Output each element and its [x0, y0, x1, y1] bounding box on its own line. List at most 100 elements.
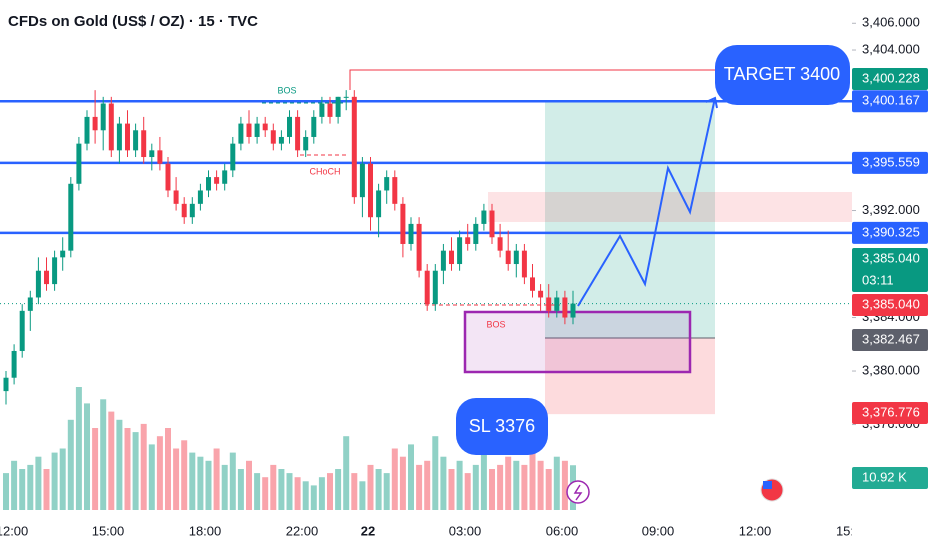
candle-body [521, 250, 527, 278]
volume-bar [140, 423, 147, 510]
lightning-bolt [573, 484, 583, 501]
candle-body [52, 257, 58, 285]
x-tick-label: 03:00 [449, 523, 482, 538]
sl-bubble [456, 398, 548, 455]
volume-bar [19, 469, 26, 510]
bos-top-line [349, 69, 715, 90]
price-tag [852, 329, 928, 351]
x-tick-label: 22 [361, 523, 375, 538]
volume-bar [521, 464, 528, 510]
candle-body [262, 123, 268, 131]
candle-body [295, 116, 301, 151]
candle-body [546, 297, 552, 311]
x-tick-label: 09:00 [642, 523, 675, 538]
volume-bar [165, 428, 171, 510]
volume-bar [310, 485, 317, 510]
volume-bar [424, 460, 431, 510]
candle-body [343, 96, 349, 98]
x-tick-label: 06:00 [546, 523, 579, 538]
volume-bar [286, 473, 293, 510]
choch-label: CHoCH [309, 166, 340, 176]
candle-body [254, 123, 260, 137]
volume-bar [75, 387, 82, 510]
candle-body [432, 270, 438, 305]
candle-body [497, 237, 503, 251]
volume-bar [278, 469, 285, 510]
candle-body [554, 297, 560, 311]
candle-body [351, 96, 357, 198]
volume-bar [229, 452, 236, 510]
projection-arrow [705, 96, 718, 109]
candle-body [424, 270, 430, 305]
volume-bar [432, 436, 439, 510]
target-text: TARGET 3400 [724, 64, 840, 84]
volume-bar [246, 460, 252, 510]
countdown: 03:11 [862, 272, 894, 287]
candle-body [270, 130, 276, 144]
candle-body [44, 270, 49, 285]
candle-body [133, 130, 139, 151]
volume-bar [489, 469, 495, 510]
volume-bar [399, 456, 406, 510]
price-tag [852, 68, 928, 90]
candle-body [384, 177, 390, 191]
volume-bar [270, 464, 277, 510]
candle-body [206, 177, 211, 191]
candle-body [76, 143, 82, 184]
candle-body [35, 270, 41, 298]
price-tag-label: 3,400.167 [862, 93, 920, 108]
chart-title: CFDs on Gold (US$ / OZ) · 15 · TVC [8, 13, 258, 30]
volume-bar [375, 469, 382, 510]
volume-bar [205, 460, 212, 510]
x-tick-label: 15:00 [92, 523, 125, 538]
volume-bar [59, 448, 66, 510]
volume-bar [335, 469, 342, 510]
candle-body [392, 177, 398, 204]
price-tag-label: 3,382.467 [862, 331, 920, 346]
candle-body [3, 377, 9, 392]
volume-bar [537, 460, 544, 510]
candle-body [173, 190, 179, 204]
volume-bar [318, 477, 325, 510]
volume-bar [197, 456, 204, 510]
volume-bar [84, 403, 90, 510]
stop-zone [545, 338, 715, 415]
y-tick-label: 3,380.000 [862, 362, 920, 377]
price-tag-label: 3,390.325 [862, 224, 920, 239]
volume-bar [181, 440, 188, 510]
candle-body [408, 223, 414, 244]
volume-bar [480, 448, 487, 510]
volume-bar [156, 436, 163, 510]
price-tag [852, 248, 928, 292]
volume-bar [529, 452, 536, 510]
volume-bar [545, 469, 552, 510]
candle-body [278, 136, 284, 144]
candle-body [157, 150, 163, 164]
price-tag-label: 10.92 K [862, 469, 907, 484]
x-tick-label: 22:00 [286, 523, 319, 538]
candle-body [562, 297, 568, 318]
candle-body [473, 223, 479, 244]
volume-bar [343, 436, 350, 510]
candle-body [368, 163, 373, 218]
candle-body [538, 290, 544, 298]
price-tag [852, 151, 928, 174]
candle-body [222, 170, 228, 184]
bos-label: BOS [277, 85, 296, 95]
candle-body [246, 123, 252, 137]
volume-bar [262, 477, 269, 510]
volume-bar [472, 464, 479, 510]
candle-body [440, 250, 446, 271]
volume-bar [51, 452, 58, 510]
volume-bar [327, 473, 333, 510]
volume-bar [221, 464, 228, 510]
volume-bar [27, 464, 34, 510]
candle-body [570, 303, 576, 318]
candle-body [303, 136, 309, 151]
y-tick-label: 3,392.000 [862, 202, 920, 217]
candle-body [287, 116, 292, 137]
candle-body [100, 103, 106, 131]
volume-bar [116, 419, 123, 510]
price-tag [852, 294, 928, 316]
candle-body [116, 123, 122, 151]
